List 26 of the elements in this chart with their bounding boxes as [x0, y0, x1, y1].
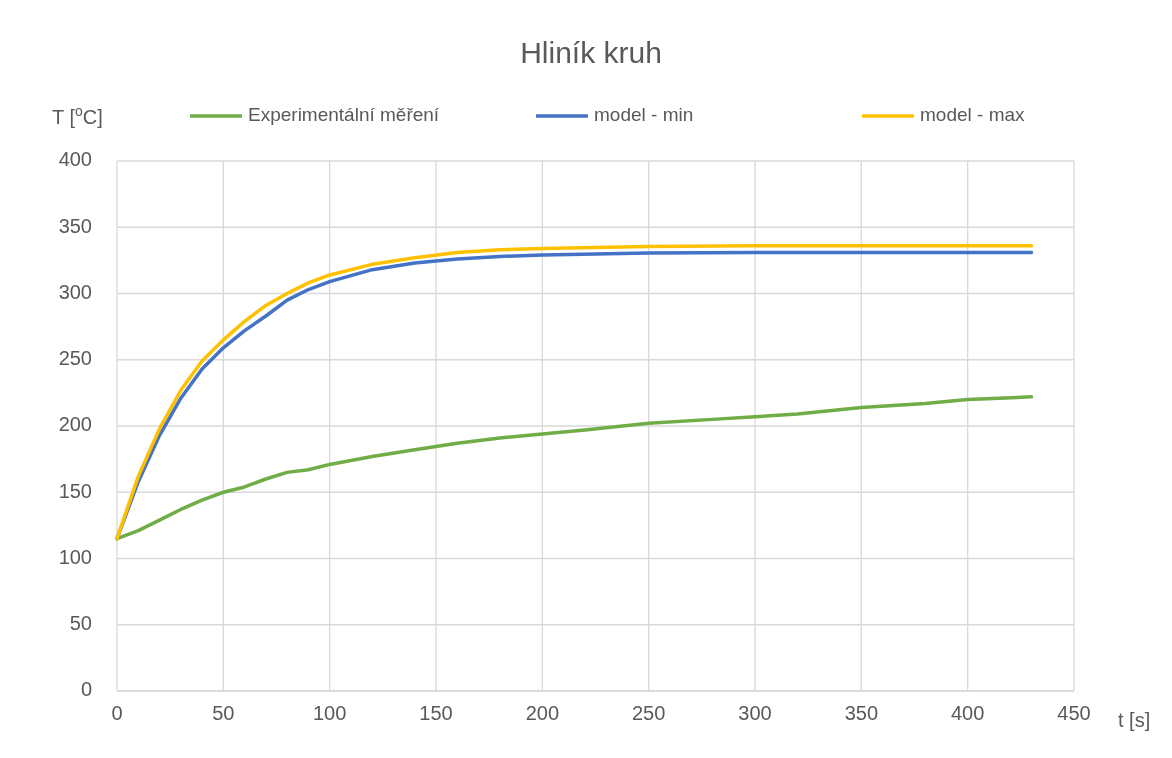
y-tick-label: 250 — [58, 347, 92, 370]
y-tick-label: 200 — [58, 413, 92, 436]
x-tick-label: 200 — [525, 702, 560, 725]
y-tick-label: 350 — [58, 214, 92, 237]
x-tick-label: 450 — [1057, 702, 1091, 725]
line-series — [115, 395, 1034, 541]
x-axis-title: t [s] — [1118, 709, 1151, 731]
y-tick-label: 150 — [58, 479, 92, 502]
y-axis-title: T [$^{o}$C] — [52, 103, 103, 128]
y-tick-label: 400 — [58, 148, 92, 171]
chart-title: Hliník kruh — [520, 36, 662, 69]
y-tick-label: 100 — [58, 545, 92, 568]
x-tick-label: 0 — [111, 702, 123, 725]
legend-label: model - max — [920, 104, 1026, 126]
x-tick-label: 300 — [738, 702, 772, 725]
x-tick-label: 400 — [950, 702, 985, 725]
legend-label: Experimentální měření — [248, 104, 440, 126]
x-tick-label: 100 — [312, 702, 347, 725]
y-tick-label: 300 — [58, 280, 92, 303]
x-tick-label: 150 — [419, 702, 453, 725]
legend-label: model - min — [594, 104, 694, 126]
x-tick-label: 50 — [212, 702, 235, 725]
y-tick-label: 0 — [80, 678, 92, 701]
x-tick-label: 250 — [631, 702, 666, 725]
x-tick-label: 350 — [844, 702, 879, 725]
y-tick-label: 50 — [69, 612, 92, 635]
